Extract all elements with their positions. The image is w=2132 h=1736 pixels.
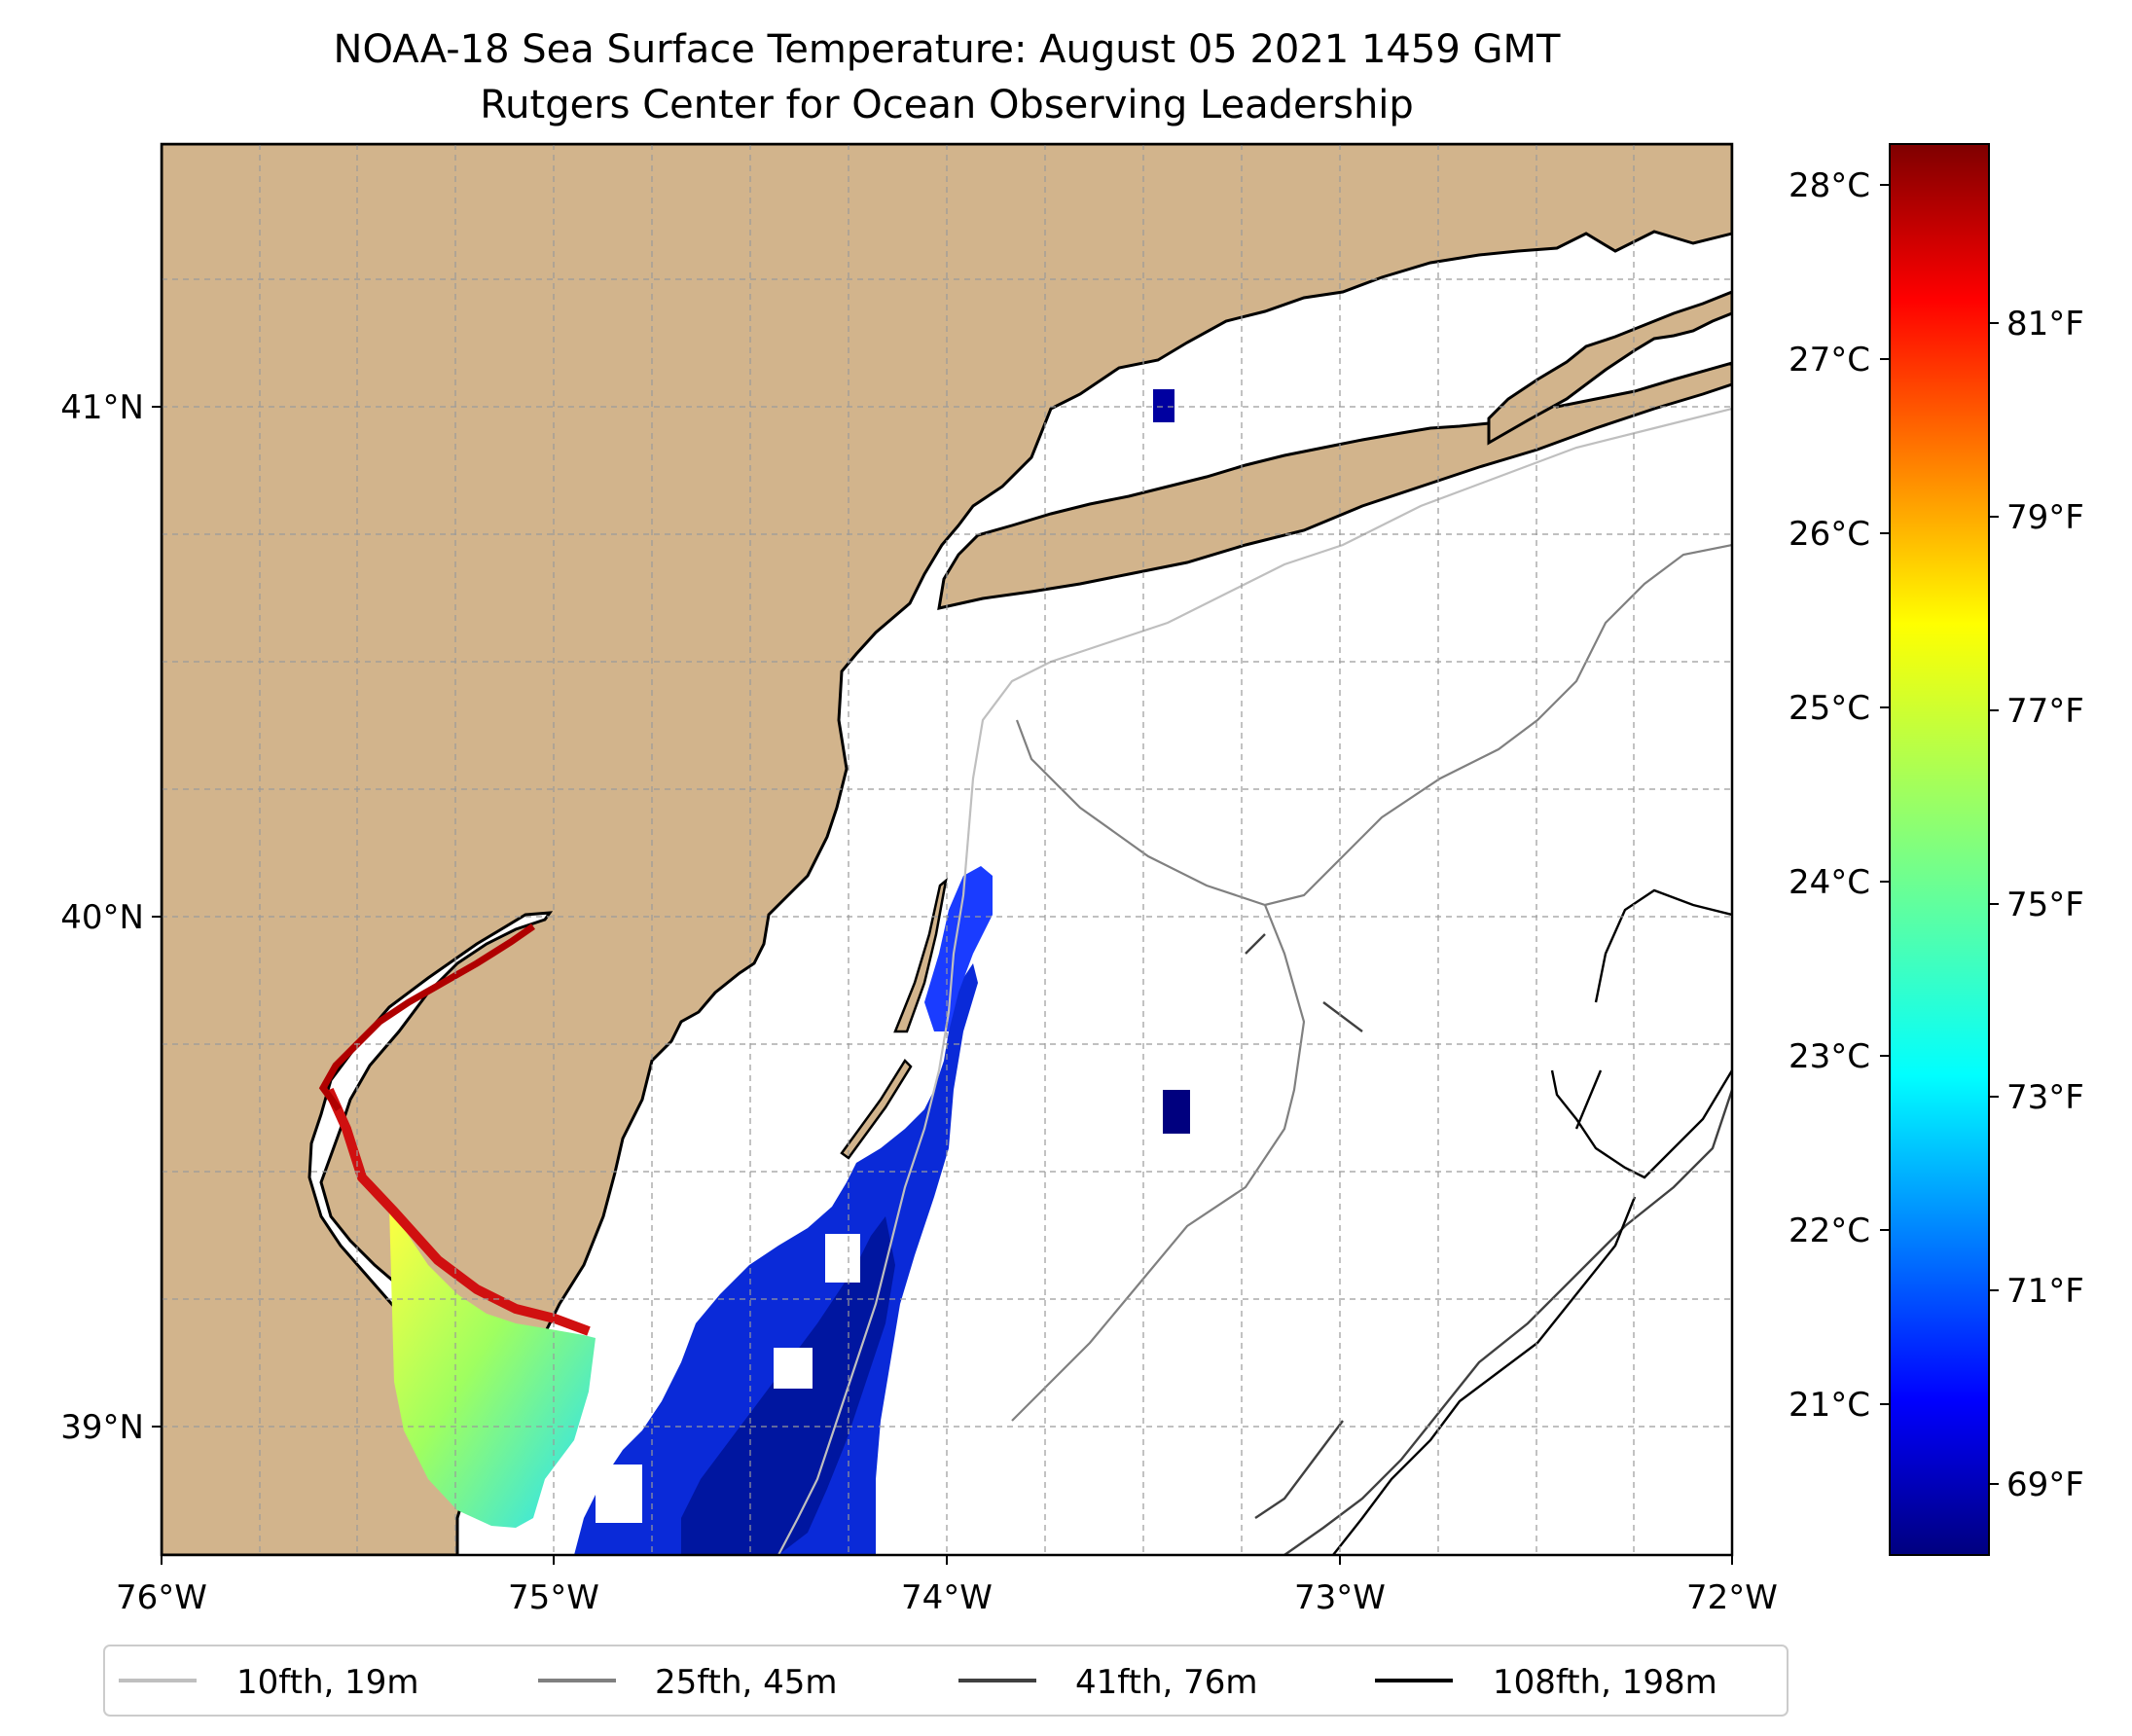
hudson-sst-patch [1153, 389, 1174, 422]
lon-axis: 76°W 75°W 74°W 73°W 72°W [116, 1555, 1778, 1617]
lat-tick-label: 41°N [60, 388, 144, 427]
lon-tick-label: 74°W [901, 1578, 993, 1617]
lat-tick-label: 40°N [60, 898, 144, 937]
celsius-tick-label: 28°C [1789, 166, 1870, 205]
lon-tick-label: 73°W [1294, 1578, 1386, 1617]
title-line-1: NOAA-18 Sea Surface Temperature: August … [334, 27, 1561, 72]
legend-label-108fth: 108fth, 198m [1493, 1663, 1717, 1702]
legend-label-10fth: 10fth, 19m [236, 1663, 419, 1702]
cloud-gap-2 [774, 1348, 813, 1389]
title-line-2: Rutgers Center for Ocean Observing Leade… [480, 83, 1414, 127]
fahrenheit-tick-label: 73°F [2006, 1078, 2084, 1117]
colorbar-fahrenheit-ticks [1989, 323, 1999, 1484]
celsius-tick-label: 24°C [1789, 863, 1870, 902]
lat-axis: 41°N 40°N 39°N [60, 388, 162, 1447]
legend-label-25fth: 25fth, 45m [655, 1663, 838, 1702]
fahrenheit-tick-label: 71°F [2006, 1272, 2084, 1311]
colorbar-celsius-ticks [1880, 185, 1890, 1404]
lon-tick-label: 75°W [508, 1578, 599, 1617]
celsius-tick-label: 21°C [1789, 1386, 1870, 1425]
legend: 10fth, 19m 25fth, 45m 41fth, 76m 108fth,… [104, 1646, 1788, 1716]
figure: NOAA-18 Sea Surface Temperature: August … [0, 0, 2132, 1736]
lon-tick-label: 72°W [1686, 1578, 1778, 1617]
celsius-tick-label: 26°C [1789, 515, 1870, 554]
offshore-sst-patch [1163, 1090, 1190, 1134]
fahrenheit-tick-label: 75°F [2006, 886, 2084, 924]
lon-tick-label: 76°W [116, 1578, 207, 1617]
celsius-tick-label: 27°C [1789, 341, 1870, 380]
map-area [162, 144, 1732, 1555]
legend-label-41fth: 41fth, 76m [1075, 1663, 1258, 1702]
celsius-tick-label: 22°C [1789, 1212, 1870, 1250]
fahrenheit-tick-label: 81°F [2006, 305, 2084, 344]
fahrenheit-tick-label: 69°F [2006, 1465, 2084, 1504]
cloud-gap-1 [825, 1234, 860, 1283]
cloud-gap-3 [596, 1465, 642, 1523]
celsius-tick-label: 25°C [1789, 689, 1870, 728]
colorbar: 28°C 27°C 26°C 25°C 24°C 23°C 22°C 21°C … [1789, 144, 2084, 1555]
fahrenheit-tick-label: 77°F [2006, 692, 2084, 731]
celsius-tick-label: 23°C [1789, 1037, 1870, 1076]
colorbar-gradient [1890, 144, 1989, 1555]
lat-tick-label: 39°N [60, 1408, 144, 1447]
fahrenheit-tick-label: 79°F [2006, 498, 2084, 537]
